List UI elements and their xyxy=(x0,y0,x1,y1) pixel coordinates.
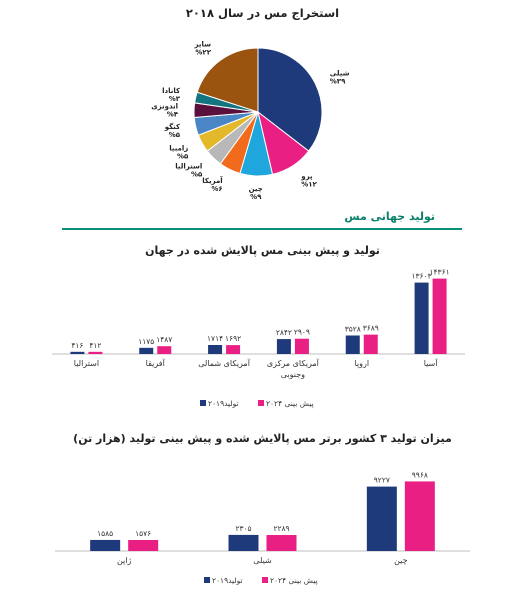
category-label: اروپا xyxy=(354,359,369,368)
category-label: ژاپن xyxy=(117,556,132,565)
pie-slice-percent: %۵ xyxy=(177,152,189,160)
bar xyxy=(345,335,360,354)
bar xyxy=(294,338,309,354)
bar xyxy=(404,481,435,551)
bar-value-label: ۴۱۲ xyxy=(89,341,101,350)
bar-value-label: ۲۲۸۹ xyxy=(273,524,289,533)
category-label: شیلی xyxy=(253,556,272,565)
section-title: تولید جهانی مس xyxy=(344,210,435,223)
pie-slice-percent: %۵ xyxy=(169,131,181,139)
bar-chart-countries: ۹۲۲۷ ۹۹۶۸ چین ۲۳۰۵ ۲۲۸۹ شیلی ۱۵۸۵ ۱۵۷۶ ژاپن پیش ب… xyxy=(55,470,470,585)
pie-slice-name: آمریکا xyxy=(202,176,223,185)
pie-chart-title: استخراج مس در سال ۲۰۱۸ xyxy=(185,6,340,20)
bar-value-label: ۳۵۲۸ xyxy=(345,324,361,333)
pie-slice xyxy=(257,47,323,152)
category-label: آفریقا xyxy=(146,358,166,368)
bar-value-label: ۲۸۴۲ xyxy=(276,328,292,337)
pie-slice-name: استرالیا xyxy=(175,162,202,170)
bar-value-label: ۱۴۳۶۱ xyxy=(430,268,450,277)
pie-slice-name: شیلی xyxy=(330,70,350,78)
pie-slice-name: کانادا xyxy=(162,87,181,95)
bar-value-label: ۳۶۸۹ xyxy=(363,324,379,333)
bar xyxy=(266,535,297,551)
bar-value-label: ۱۶۹۲ xyxy=(225,334,241,343)
bar xyxy=(228,534,259,551)
bar xyxy=(157,346,172,354)
legend-label-production: تولید۲۰۱۹ xyxy=(208,399,239,408)
bar xyxy=(139,347,154,354)
bar xyxy=(226,345,241,354)
pie-slice-name: سایر xyxy=(193,40,211,48)
pie-slice-name: پرو xyxy=(300,172,313,180)
category-label: آسیا xyxy=(424,358,439,368)
bar-chart-1-title: تولید و پیش بینی مس پالایش شده در جهان xyxy=(145,244,380,257)
pie-slice-name: زامبیا xyxy=(169,144,188,152)
bar xyxy=(366,486,397,551)
pie-chart: شیلی%۳۹پرو%۱۲چین%۹آمریکا%۶استرالیا%۵زامب… xyxy=(151,40,350,201)
pie-slice-name: اندونزی xyxy=(151,103,178,111)
bar-value-label: ۲۹۰۹ xyxy=(294,328,310,337)
section-divider xyxy=(62,228,462,230)
pie-slice-name: چین xyxy=(249,185,263,193)
legend-swatch-forecast xyxy=(262,577,268,583)
bar-value-label: ۴۱۶ xyxy=(71,341,83,350)
category-label: آمریکای مرکزی xyxy=(267,358,320,368)
pie-slice-percent: %۱۲ xyxy=(301,180,317,188)
bar xyxy=(276,339,291,354)
pie-slice-percent: %۹ xyxy=(250,193,262,201)
bar xyxy=(128,539,159,551)
bar-value-label: ۱۷۱۴ xyxy=(207,334,223,343)
category-label: وجنوبی xyxy=(281,370,305,379)
bar xyxy=(90,539,121,551)
bar-value-label: ۹۹۶۸ xyxy=(412,470,428,479)
category-label: چین xyxy=(394,556,408,565)
category-label: آمریکای شمالی xyxy=(198,358,250,368)
legend-label-forecast: پیش بینی ۲۰۲۴ xyxy=(270,576,318,585)
pie-slice-percent: %۵ xyxy=(191,170,203,178)
legend-label-production: تولید۲۰۱۹ xyxy=(212,576,243,585)
pie-slice-percent: %۶ xyxy=(211,185,222,193)
bar-value-label: ۱۱۷۵ xyxy=(138,337,154,346)
legend-label-forecast: پیش بینی ۲۰۲۴ xyxy=(266,399,314,408)
bar-value-label: ۲۳۰۵ xyxy=(235,524,251,533)
legend-swatch-production xyxy=(204,577,210,583)
bar xyxy=(432,278,447,354)
bar xyxy=(208,345,223,354)
pie-slice-name: کنگو xyxy=(164,122,181,131)
pie-slice-percent: %۴ xyxy=(167,111,179,119)
bar xyxy=(70,351,85,354)
bar-value-label: ۱۵۷۶ xyxy=(135,529,151,538)
pie-slice-percent: %۲۲ xyxy=(195,48,211,56)
legend-swatch-forecast xyxy=(258,400,264,406)
bar-chart-2-title: میزان تولید ۳ کشور برتر مس پالایش شده و … xyxy=(73,432,452,445)
pie-slice-percent: %۳۹ xyxy=(330,78,346,86)
bar xyxy=(88,351,103,354)
bar xyxy=(414,282,429,354)
bar-value-label: ۹۲۲۷ xyxy=(374,476,390,485)
bar xyxy=(363,334,378,354)
pie-slice xyxy=(196,47,259,113)
category-label: استرالیا xyxy=(74,359,99,368)
pie-slice-percent: %۳ xyxy=(169,95,181,103)
legend-swatch-production xyxy=(200,400,206,406)
bar-value-label: ۱۳۶۰۳ xyxy=(412,272,432,281)
bar-value-label: ۱۵۸۵ xyxy=(97,529,113,538)
bar-value-label: ۱۴۸۷ xyxy=(156,335,172,344)
